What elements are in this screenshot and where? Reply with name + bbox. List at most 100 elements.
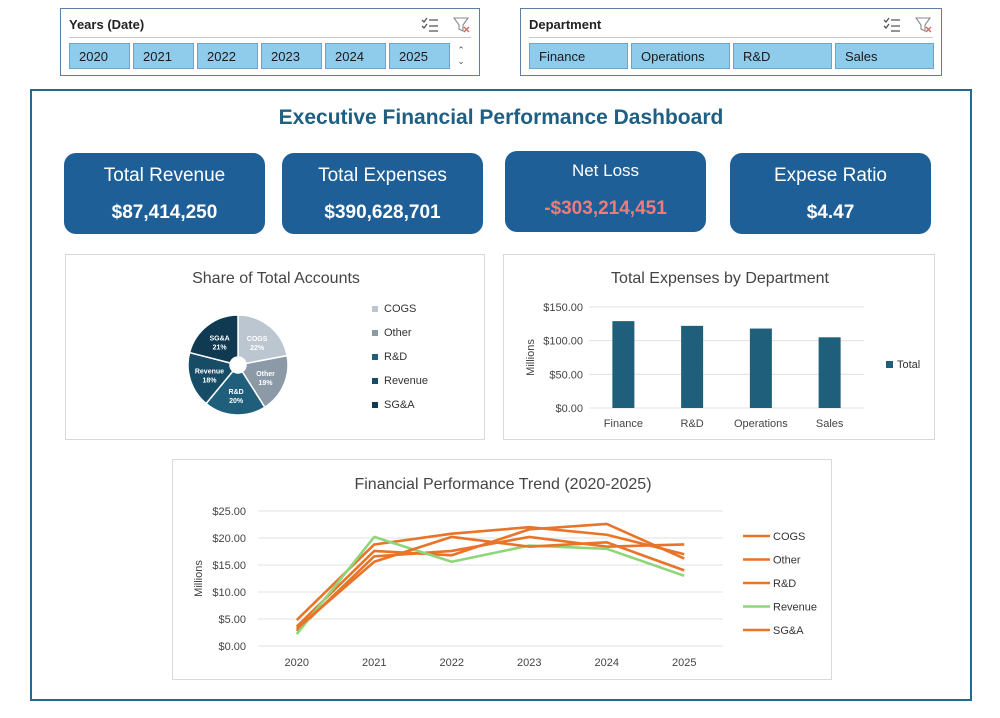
y-axis-label: Millions <box>193 560 205 597</box>
y-tick-label: $150.00 <box>543 302 583 314</box>
slicer-item-r-d[interactable]: R&D <box>733 43 832 69</box>
bar-sales <box>818 337 841 408</box>
line-chart: Financial Performance Trend (2020-2025) $… <box>193 476 817 669</box>
legend-label: SG&A <box>773 625 804 637</box>
x-tick-label: 2025 <box>672 657 696 669</box>
legend-label: Revenue <box>384 375 428 387</box>
y-tick-label: $5.00 <box>218 614 246 626</box>
series-line-sg-a <box>295 535 685 630</box>
pie-data-label: Other <box>256 371 275 378</box>
scroll-down-icon[interactable]: ⌄ <box>457 56 465 66</box>
kpi-label: Expese Ratio <box>773 165 887 186</box>
slicer-item-finance[interactable]: Finance <box>529 43 628 69</box>
kpi-card-total-revenue: Total Revenue $87,414,250 <box>64 153 265 234</box>
legend-swatch <box>372 354 378 360</box>
series-line-cogs <box>295 525 685 622</box>
kpi-value: -$303,214,451 <box>544 198 667 219</box>
legend-label: SG&A <box>384 399 415 411</box>
y-tick-label: $10.00 <box>212 587 246 599</box>
pie-data-label: Revenue <box>195 368 224 375</box>
y-tick-label: $0.00 <box>218 641 246 653</box>
x-tick-label: Operations <box>734 418 788 430</box>
bar-r-d <box>681 325 704 408</box>
multi-select-icon[interactable] <box>421 17 439 33</box>
chart-title: Share of Total Accounts <box>192 270 360 287</box>
pie-data-label: COGS <box>247 336 268 343</box>
slicer-item-2023[interactable]: 2023 <box>261 43 322 69</box>
x-tick-label: 2023 <box>517 657 541 669</box>
y-tick-label: $100.00 <box>543 336 583 348</box>
pie-data-label-value: 20% <box>229 398 244 405</box>
bar-finance <box>612 321 635 408</box>
legend-swatch <box>372 378 378 384</box>
legend-swatch <box>372 330 378 336</box>
x-tick-label: 2021 <box>362 657 386 669</box>
clear-filter-icon[interactable] <box>453 16 471 34</box>
slicer-header: Years (Date) <box>69 15 471 38</box>
kpi-card-expense-ratio: Expese Ratio $4.47 <box>730 153 931 234</box>
legend-label: R&D <box>773 578 796 590</box>
x-tick-label: R&D <box>681 418 704 430</box>
x-tick-label: 2020 <box>285 657 309 669</box>
kpi-label: Net Loss <box>571 161 640 180</box>
slicer-item-operations[interactable]: Operations <box>631 43 730 69</box>
slicer-item-2021[interactable]: 2021 <box>133 43 194 69</box>
slicer-title: Years (Date) <box>69 17 145 32</box>
pie-chart: Share of Total Accounts COGS 22% Other 19% R&… <box>187 270 428 416</box>
kpi-label: Total Revenue <box>103 165 226 186</box>
y-tick-label: $50.00 <box>549 369 583 381</box>
series-line-r-d <box>295 535 685 632</box>
kpi-value: $390,628,701 <box>324 202 441 223</box>
kpi-card-total-expenses: Total Expenses $390,628,701 <box>282 153 483 234</box>
legend-label: Total <box>897 359 920 371</box>
slicer-item-2022[interactable]: 2022 <box>197 43 258 69</box>
kpi-value: $4.47 <box>806 202 855 223</box>
pie-data-label: SG&A <box>209 335 229 342</box>
legend-label: COGS <box>384 303 416 315</box>
legend-swatch <box>886 361 893 368</box>
dashboard-title: Executive Financial Performance Dashboar… <box>278 106 724 129</box>
x-tick-label: Sales <box>816 418 844 430</box>
series-line-revenue <box>295 535 685 635</box>
legend-label: Other <box>384 327 412 339</box>
pie-data-label-value: 22% <box>250 345 265 352</box>
multi-select-icon[interactable] <box>883 17 901 33</box>
legend-label: Revenue <box>773 602 817 614</box>
kpi-label: Total Expenses <box>318 165 447 186</box>
years-slicer: Years (Date) 2020 2021 2022 2023 2024 2025 ⌃ … <box>60 8 480 76</box>
line-chart-panel: Financial Performance Trend (2020-2025) $… <box>172 459 832 680</box>
pie-data-label: R&D <box>229 389 244 396</box>
pie-slice-r-d <box>205 370 266 416</box>
y-tick-label: $0.00 <box>555 403 583 415</box>
pie-slice-other <box>241 354 289 409</box>
legend-swatch <box>372 402 378 408</box>
slicer-item-2024[interactable]: 2024 <box>325 43 386 69</box>
kpi-card-net-loss: Net Loss -$303,214,451 <box>505 151 706 232</box>
x-tick-label: Finance <box>604 418 643 430</box>
y-tick-label: $25.00 <box>212 506 246 518</box>
pie-data-label-value: 18% <box>202 377 217 384</box>
y-tick-label: $15.00 <box>212 560 246 572</box>
pie-slice-sg-a <box>188 314 239 364</box>
slicer-title: Department <box>529 17 602 32</box>
slicer-item-sales[interactable]: Sales <box>835 43 934 69</box>
slicer-header: Department <box>529 15 933 38</box>
chart-title: Total Expenses by Department <box>611 270 829 287</box>
chart-title: Financial Performance Trend (2020-2025) <box>354 476 651 493</box>
department-slicer: Department Finance Operations R&D Sales <box>520 8 942 76</box>
clear-filter-icon[interactable] <box>915 16 933 34</box>
slicer-scroll-buttons[interactable]: ⌃ ⌄ <box>453 45 469 69</box>
bar-operations <box>749 328 772 408</box>
legend-swatch <box>372 306 378 312</box>
slicer-item-2025[interactable]: 2025 <box>389 43 450 69</box>
x-tick-label: 2024 <box>595 657 619 669</box>
y-axis-label: Millions <box>525 339 537 376</box>
scroll-up-icon[interactable]: ⌃ <box>457 45 465 55</box>
x-tick-label: 2022 <box>440 657 464 669</box>
slicer-item-2020[interactable]: 2020 <box>69 43 130 69</box>
y-tick-label: $20.00 <box>212 533 246 545</box>
pie-data-label-value: 21% <box>213 344 228 351</box>
bar-chart: Total Expenses by Department $0.00 $50.00 $… <box>525 270 920 430</box>
legend-label: R&D <box>384 351 407 363</box>
pie-chart-panel: Share of Total Accounts COGS 22% Other 19% R&… <box>65 254 485 440</box>
